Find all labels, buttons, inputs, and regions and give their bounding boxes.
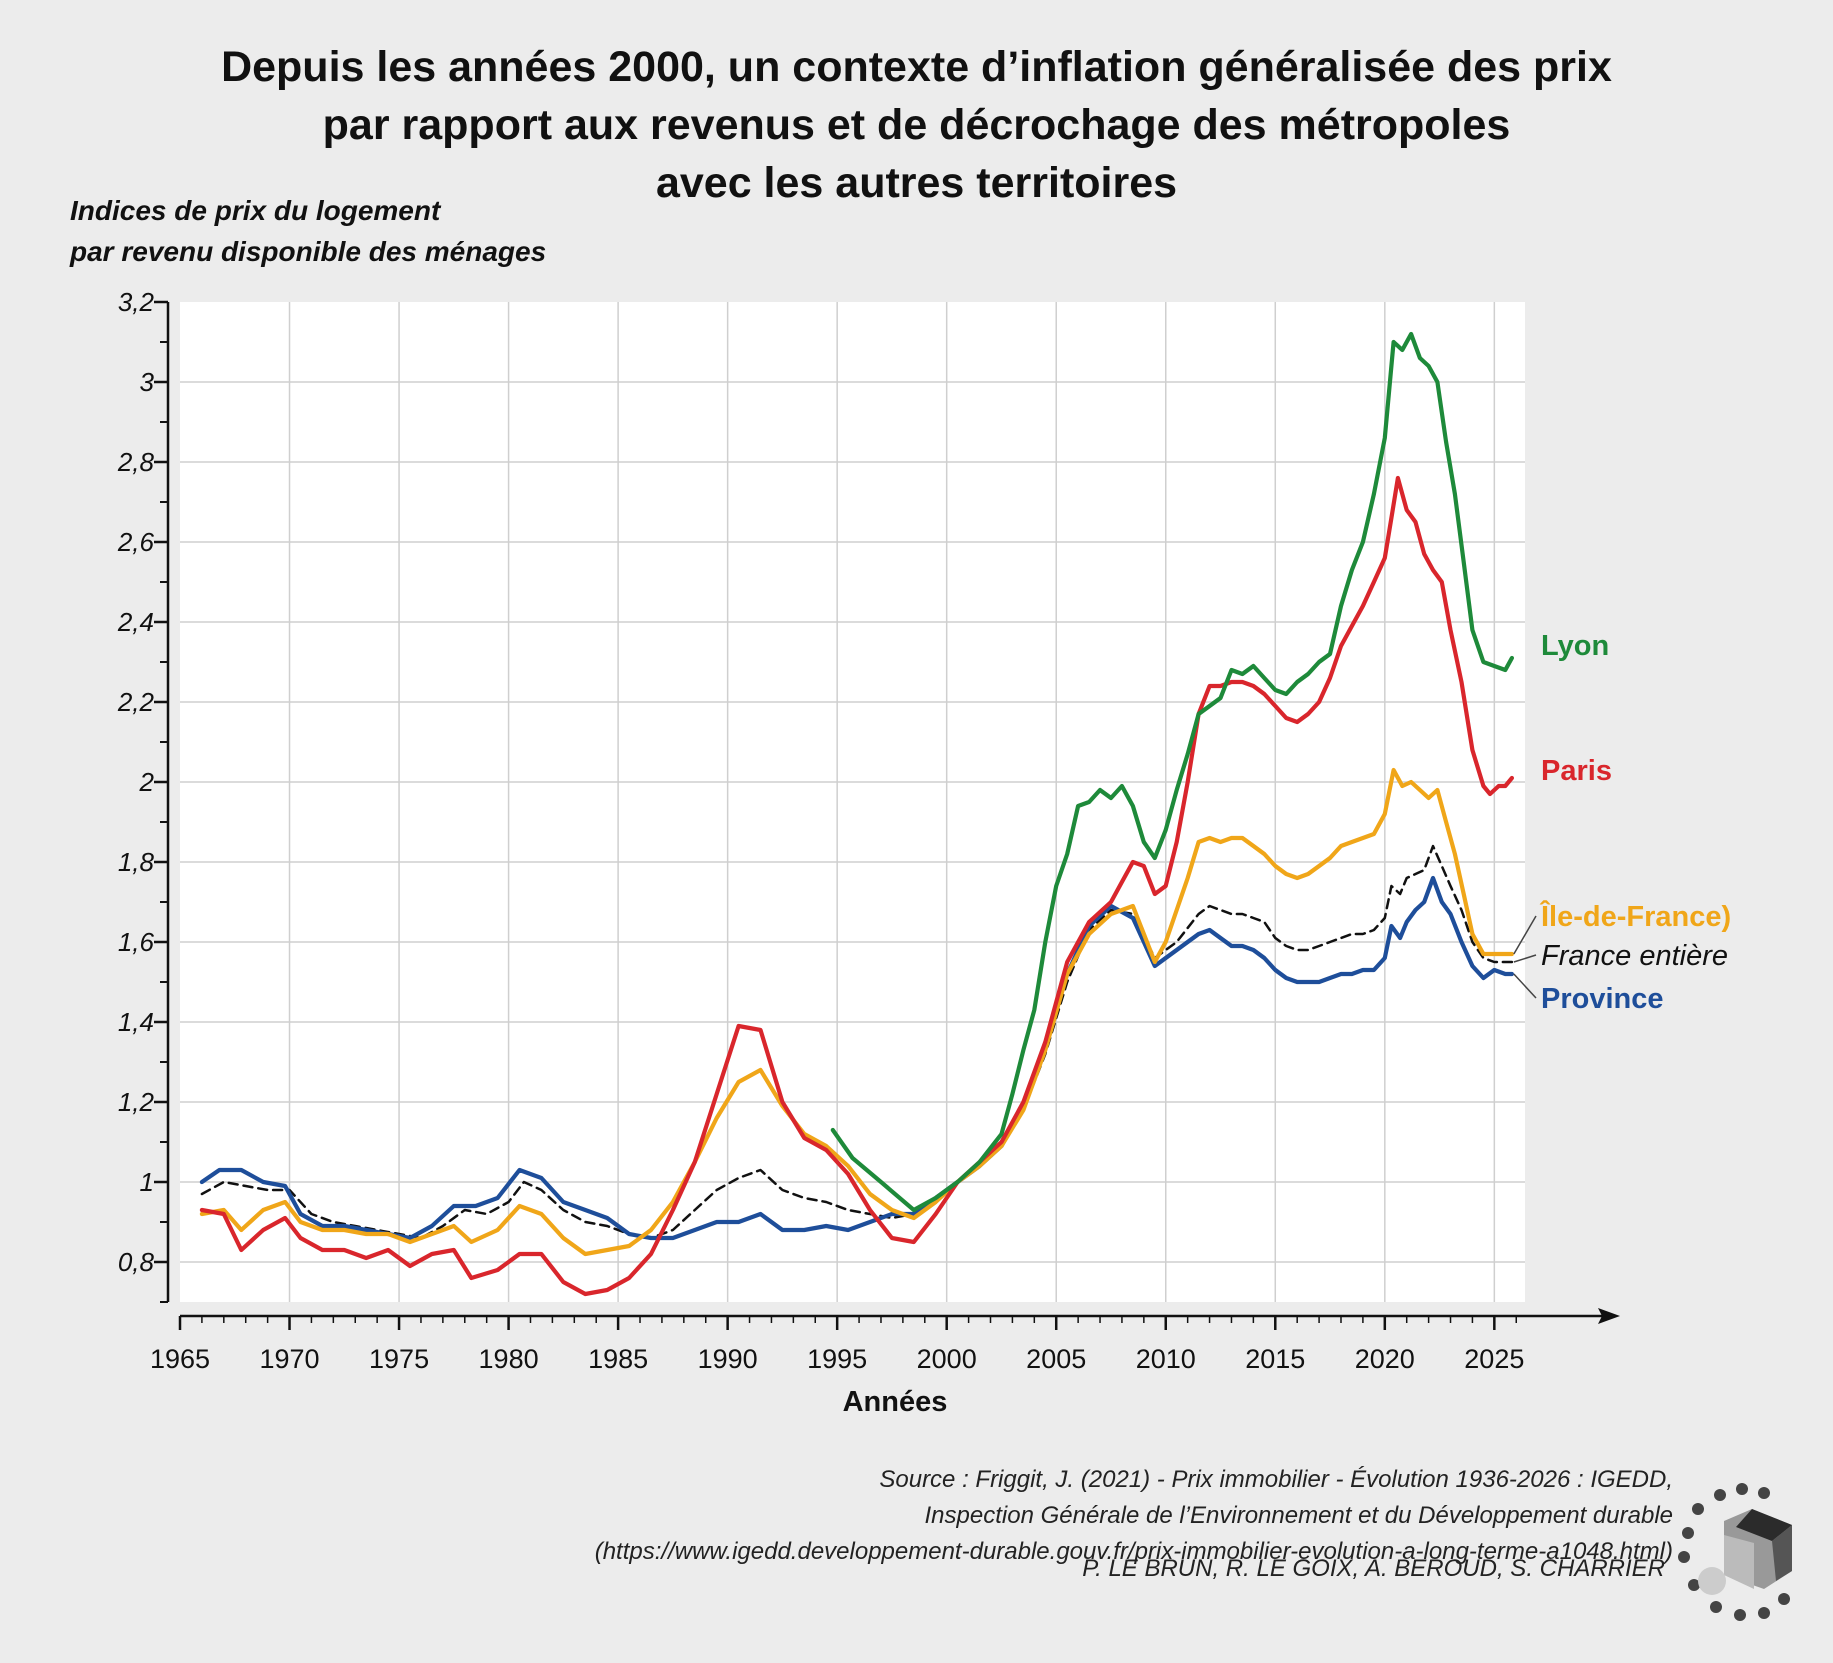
x-tick-label: 1990 [698,1344,758,1374]
y-tick-label: 2,4 [117,607,154,637]
y-axis-label-line-2: par revenu disponible des ménages [70,236,547,267]
chart-title: Depuis les années 2000, un contexte d’in… [0,38,1833,212]
y-axis-label: Indices de prix du logement par revenu d… [70,190,546,272]
x-tick-label: 1980 [479,1344,539,1374]
x-axis-arrow [1598,1308,1620,1324]
y-tick-label: 2 [139,767,155,797]
x-tick-label: 2020 [1355,1344,1415,1374]
y-tick-label: 1,4 [118,1007,154,1037]
publisher-logo [1678,1483,1792,1621]
source-line-1: Source : Friggit, J. (2021) - Prix immob… [879,1466,1673,1493]
y-tick-label: 2,2 [117,687,155,717]
y-tick-label: 1,8 [118,847,155,877]
legend-label-province: Province [1541,983,1664,1015]
title-line-1: Depuis les années 2000, un contexte d’in… [221,43,1612,91]
title-line-2: par rapport aux revenus et de décrochage… [322,101,1511,149]
x-tick-label: 1995 [807,1344,867,1374]
x-tick-label: 1970 [259,1344,319,1374]
series-line-lyon [830,331,1514,1213]
legend-label-france-entiere: France entière [1541,940,1728,972]
y-axis-label-line-1: Indices de prix du logement [70,195,441,226]
legend-label-paris: Paris [1541,755,1612,787]
x-tick-label: 1985 [588,1344,648,1374]
x-tick-label: 2000 [917,1344,977,1374]
legend-leader-france-entiere [1513,954,1537,963]
series-line-paris [199,475,1514,1297]
legend-leader-ile-de-france [1513,915,1537,955]
source-line-2: Inspection Générale de l’Environnement e… [924,1502,1673,1529]
plot-area [180,302,1525,1302]
y-tick-label: 2,8 [117,447,155,477]
x-tick-label: 2005 [1026,1344,1086,1374]
title-line-3: avec les autres territoires [655,159,1178,207]
series-line-ile-de-france [199,767,1514,1257]
y-tick-label: 0,8 [118,1247,155,1277]
legend-leader-province [1513,973,1537,999]
y-tick-label: 1,2 [118,1087,155,1117]
source-note: Source : Friggit, J. (2021) - Prix immob… [595,1462,1673,1570]
y-tick-label: 1 [140,1167,154,1197]
x-tick-label: 1975 [369,1344,429,1374]
authors-credit: P. LE BRUN, R. LE GOIX, A. BEROUD, S. CH… [1082,1555,1665,1582]
y-tick-label: 2,6 [117,527,155,557]
legend-label-lyon: Lyon [1541,630,1609,662]
x-tick-label: 2015 [1245,1344,1305,1374]
x-tick-label: 1965 [150,1344,210,1374]
y-tick-label: 1,6 [118,927,155,957]
y-tick-label: 3 [140,367,155,397]
source-line-3: (https://www.igedd.developpement-durable… [594,1538,1673,1565]
x-tick-label: 2025 [1464,1344,1524,1374]
legend-label-ile-de-france: Île-de-France) [1539,899,1731,933]
x-axis-label: Années [843,1386,948,1418]
x-tick-label: 2010 [1136,1344,1196,1374]
y-tick-label: 3,2 [118,287,155,317]
